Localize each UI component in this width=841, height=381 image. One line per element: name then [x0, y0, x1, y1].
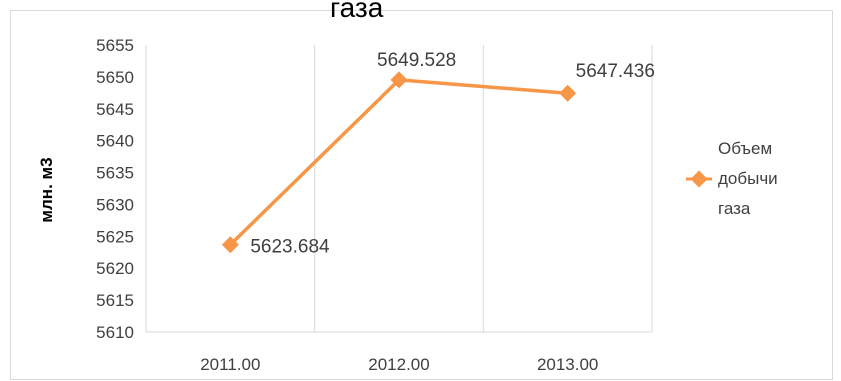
- legend-label: Объем добычи газа: [718, 134, 778, 224]
- grid-layer: [145, 45, 653, 332]
- y-tick-label: 5640: [96, 132, 134, 151]
- legend-label-line: Объем: [718, 139, 773, 158]
- x-tick-label: 2013.00: [537, 355, 598, 374]
- label-layer: 5623.684 5649.528 5647.436: [250, 50, 655, 258]
- y-tick-label: 5635: [96, 164, 134, 183]
- x-tick-label: 2011.00: [200, 355, 260, 374]
- y-tick-label: 5615: [96, 291, 134, 310]
- chart-title: газа: [330, 0, 384, 23]
- y-tick-label: 5650: [96, 68, 134, 87]
- y-tick-label: 5625: [96, 227, 134, 246]
- y-tick-label: 5645: [96, 100, 134, 119]
- y-tick-label: 5630: [96, 195, 134, 214]
- y-tick-label: 5655: [96, 36, 134, 55]
- data-point: [221, 236, 239, 254]
- data-label: 5647.436: [576, 61, 655, 82]
- data-label: 5649.528: [377, 50, 456, 71]
- x-tick-label: 2012.00: [368, 355, 429, 374]
- legend-marker: [686, 170, 712, 188]
- data-label: 5623.684: [250, 237, 330, 258]
- legend-label-line: добычи: [718, 169, 778, 188]
- legend: Объем добычи газа: [686, 134, 826, 230]
- y-tick-label: 5610: [96, 323, 134, 342]
- data-point: [390, 71, 408, 89]
- chart-frame: [10, 10, 833, 380]
- series-layer: [221, 71, 577, 254]
- data-point: [559, 84, 577, 102]
- series-line: [229, 78, 568, 246]
- axis-layer: 5655 5650 5645 5640 5635 5630 5625 5620 5615 5610…: [96, 36, 652, 374]
- legend-label-line: газа: [718, 199, 751, 218]
- y-tick-label: 5620: [96, 259, 134, 278]
